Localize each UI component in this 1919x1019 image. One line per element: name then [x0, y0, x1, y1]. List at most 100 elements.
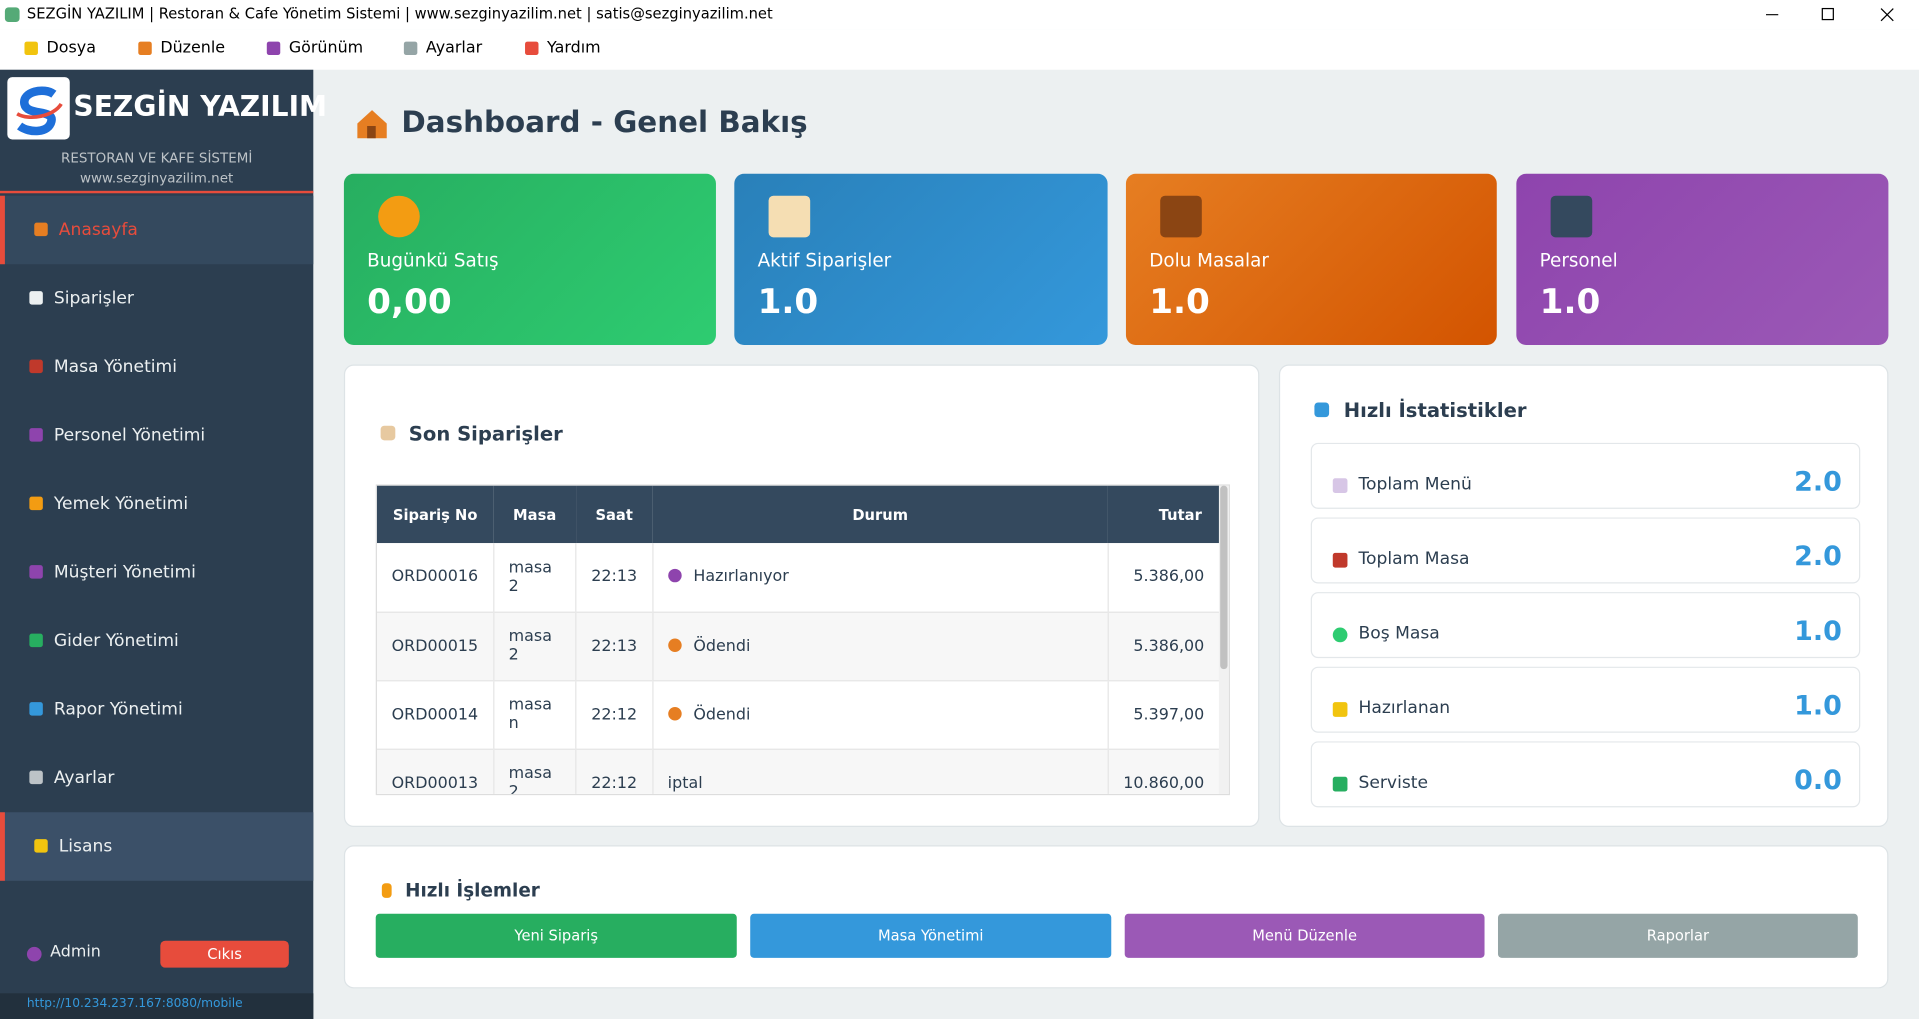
nav-label: Personel Yönetimi — [53, 425, 206, 446]
stat-card: Aktif Siparişler 1.0 — [734, 173, 1108, 345]
stat-value: 2.0 — [1794, 467, 1842, 498]
orders-table-wrap: Sipariş No Masa Saat Durum Tutar ORD00016 masa… — [375, 484, 1230, 796]
stat-label: Toplam Menü — [1358, 474, 1472, 495]
stat-card: Bugünkü Satış 0,00 — [343, 173, 716, 345]
nav-item[interactable]: Siparişler — [0, 264, 313, 333]
title-bar: SEZGİN YAZILIM | Restoran & Cafe Yönetim… — [0, 0, 1919, 30]
cell-text: 5.397,00 — [1133, 705, 1205, 724]
card-label: Personel — [1539, 249, 1618, 272]
card-icon — [768, 195, 811, 238]
stats-title: Hızlı İstatistikler — [1343, 398, 1527, 423]
window-controls[interactable] — [1750, 0, 1919, 29]
nav-item[interactable]: Anasayfa — [0, 195, 314, 265]
order-cell: masa 2 — [493, 611, 577, 681]
card-icon — [1550, 195, 1593, 238]
divider — [0, 190, 314, 194]
menu-item[interactable]: Görünüm — [288, 39, 364, 58]
stat-label: Boş Masa — [1358, 623, 1440, 644]
cell-text: ORD00016 — [391, 567, 479, 587]
order-cell: masa 2 — [493, 543, 577, 612]
menu-icon — [266, 41, 281, 56]
nav-label: Masa Yönetimi — [53, 357, 178, 377]
status-bar — [0, 993, 314, 1019]
nav-item[interactable]: Ayarlar — [0, 744, 313, 813]
card-icon — [378, 195, 420, 238]
nav-icon — [34, 222, 48, 237]
cell-text: ORD00014 — [391, 705, 479, 724]
nav-label: Yemek Yönetimi — [53, 494, 189, 514]
brand-website: www.sezginyazilim.net — [80, 170, 234, 186]
action-button[interactable]: Raporlar — [1497, 913, 1858, 958]
menu-item[interactable]: Yardım — [547, 39, 601, 58]
order-cell: Ödendi — [652, 680, 1109, 749]
cell-text: Ödendi — [693, 705, 751, 724]
nav-icon — [29, 359, 43, 374]
order-cell: 5.386,00 — [1108, 612, 1219, 681]
nav-item[interactable]: Gider Yönetimi — [0, 607, 313, 676]
cell-text: 5.386,00 — [1133, 567, 1205, 587]
nav-item[interactable]: Lisans — [0, 812, 314, 881]
stat-value: 2.0 — [1794, 541, 1842, 573]
card-label: Aktif Siparişler — [757, 249, 892, 272]
logout-button[interactable]: Cıkıs — [160, 940, 289, 968]
menu-item[interactable]: Dosya — [46, 39, 96, 58]
stat-item: Toplam Masa 2.0 — [1310, 517, 1861, 584]
home-icon — [357, 110, 387, 139]
order-cell: iptal — [652, 748, 1109, 794]
order-row[interactable]: ORD00014 masa n 22:12 Ödendi 5.397,00 — [376, 680, 1219, 749]
order-row[interactable]: ORD00013 masa 2 22:12 iptal 10.860,00 — [376, 748, 1219, 794]
action-button[interactable]: Masa Yönetimi — [750, 913, 1112, 958]
actions-panel: Hızlı İşlemler Yeni Sipariş Masa Yönetimi… — [343, 845, 1889, 989]
cell-text: Ödendi — [693, 636, 751, 656]
cell-text: ORD00015 — [391, 636, 479, 656]
order-cell: 5.386,00 — [1108, 543, 1219, 612]
column-header: Sipariş No — [392, 505, 478, 523]
nav-item[interactable]: Masa Yönetimi — [0, 333, 313, 402]
nav-item[interactable]: Rapor Yönetimi — [0, 675, 313, 744]
order-cell: masa 2 — [493, 748, 577, 794]
orders-icon — [380, 425, 396, 441]
card-icon — [1160, 195, 1202, 238]
nav-icon — [29, 633, 43, 648]
cell-text: ORD00013 — [391, 773, 479, 793]
order-cell: 22:12 — [575, 748, 654, 794]
menu-item[interactable]: Düzenle — [160, 39, 226, 58]
cell-text: masa 2 — [508, 558, 552, 596]
nav-item[interactable]: Personel Yönetimi — [0, 401, 313, 470]
actions-title: Hızlı İşlemler — [405, 879, 540, 902]
scrollbar[interactable] — [1218, 485, 1229, 794]
nav-label: Ayarlar — [53, 768, 115, 788]
cell-text: masa 2 — [508, 627, 552, 665]
brand: SEZGİN YAZILIM — [73, 91, 328, 124]
column-header: Saat — [595, 505, 633, 523]
page-title: Dashboard - Genel Bakış — [401, 105, 808, 140]
nav-item[interactable]: Yemek Yönetimi — [0, 470, 313, 539]
orders-table: Sipariş No Masa Saat Durum Tutar ORD00016 masa… — [376, 485, 1219, 794]
card-label: Bugünkü Satış — [367, 249, 499, 272]
nav-item[interactable]: Müşteri Yönetimi — [0, 538, 313, 607]
order-cell: Ödendi — [652, 611, 1109, 681]
order-cell: 22:13 — [575, 543, 654, 612]
menu-icon — [403, 41, 418, 56]
nav-icon — [29, 496, 43, 511]
order-cell: Hazırlanıyor — [652, 543, 1109, 612]
cell-text: 10.860,00 — [1123, 773, 1205, 793]
stat-item: Toplam Menü 2.0 — [1310, 442, 1861, 509]
nav-icon — [29, 702, 43, 716]
server-url: http://10.234.237.167:8080/mobile — [26, 996, 243, 1011]
stat-value: 0.0 — [1794, 765, 1842, 797]
card-value: 1.0 — [1149, 281, 1210, 322]
action-button[interactable]: Menü Düzenle — [1124, 913, 1485, 958]
stat-icon — [1332, 702, 1348, 717]
order-cell: ORD00016 — [376, 543, 494, 612]
order-cell: ORD00014 — [376, 680, 494, 749]
nav-label: Lisans — [58, 836, 113, 857]
order-cell: 5.397,00 — [1108, 680, 1219, 749]
cell-text: iptal — [667, 773, 703, 793]
order-row[interactable]: ORD00015 masa 2 22:13 Ödendi 5.386,00 — [376, 611, 1219, 681]
action-button[interactable]: Yeni Sipariş — [375, 913, 737, 958]
nav-icon — [34, 839, 48, 853]
order-row[interactable]: ORD00016 masa 2 22:13 Hazırlanıyor 5.386,00 — [376, 543, 1219, 612]
menu-item[interactable]: Ayarlar — [425, 39, 483, 58]
stat-icon — [1332, 776, 1348, 792]
